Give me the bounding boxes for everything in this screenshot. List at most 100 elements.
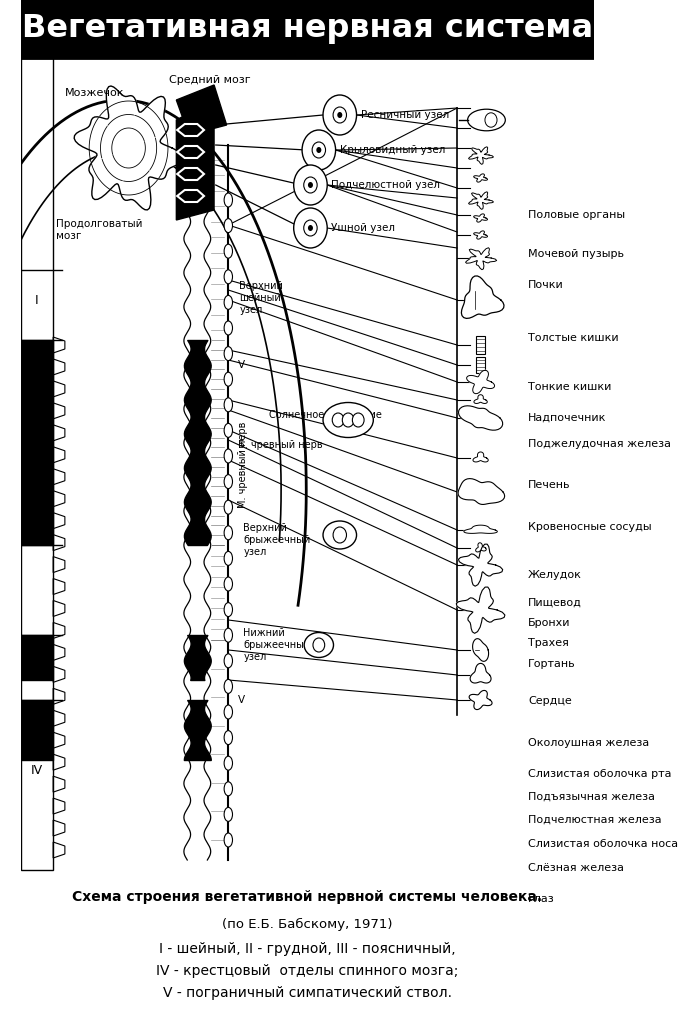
Ellipse shape	[224, 269, 232, 284]
Polygon shape	[176, 85, 227, 135]
Text: Верхний
брыжеечный
узел: Верхний брыжеечный узел	[243, 523, 311, 557]
Polygon shape	[473, 639, 488, 662]
Bar	[21, 700, 53, 760]
Bar	[21, 0, 594, 58]
Polygon shape	[466, 248, 497, 269]
Ellipse shape	[224, 653, 232, 668]
Polygon shape	[469, 191, 493, 209]
Text: II: II	[33, 504, 40, 516]
Text: Надпочечник: Надпочечник	[528, 413, 607, 423]
Circle shape	[323, 95, 357, 135]
Text: Тонкие кишки: Тонкие кишки	[528, 382, 611, 392]
Text: IV: IV	[30, 764, 42, 776]
Polygon shape	[469, 146, 493, 164]
Ellipse shape	[224, 397, 232, 412]
Circle shape	[342, 413, 354, 427]
Circle shape	[333, 527, 346, 543]
Text: Трахея: Трахея	[528, 638, 569, 648]
Polygon shape	[74, 86, 183, 210]
Ellipse shape	[304, 633, 333, 657]
Text: V - пограничный симпатический ствол.: V - пограничный симпатический ствол.	[163, 986, 451, 1000]
Polygon shape	[456, 587, 505, 633]
Text: Схема строения вегетативной нервной системы человека.: Схема строения вегетативной нервной сист…	[72, 890, 542, 904]
Text: Вегетативная нервная система: Вегетативная нервная система	[22, 13, 593, 44]
Circle shape	[294, 208, 327, 248]
Polygon shape	[176, 100, 214, 220]
Polygon shape	[458, 478, 505, 505]
Circle shape	[313, 638, 324, 652]
Text: Пищевод: Пищевод	[528, 597, 582, 607]
Polygon shape	[473, 452, 488, 462]
Text: Крыловидный узел: Крыловидный узел	[339, 145, 445, 155]
Ellipse shape	[224, 423, 232, 437]
Text: I: I	[35, 294, 38, 306]
Ellipse shape	[224, 730, 232, 744]
Ellipse shape	[224, 705, 232, 719]
Ellipse shape	[323, 521, 357, 549]
Ellipse shape	[224, 474, 232, 488]
Text: Ушной узел: Ушной узел	[331, 223, 395, 233]
Ellipse shape	[224, 295, 232, 309]
Polygon shape	[464, 525, 497, 534]
Ellipse shape	[323, 402, 374, 437]
Bar	[476, 357, 485, 373]
Polygon shape	[474, 174, 488, 182]
Text: Околоушная железа: Околоушная железа	[528, 738, 649, 749]
Circle shape	[332, 413, 344, 427]
Text: Гортань: Гортань	[528, 658, 576, 669]
Ellipse shape	[224, 551, 232, 565]
Text: Нижний
брыжеечный
узел: Нижний брыжеечный узел	[243, 629, 311, 662]
Bar	[21, 635, 53, 680]
Text: Верхний
шейный
узел: Верхний шейный узел	[239, 282, 283, 314]
Text: Слизистая оболочка носа: Слизистая оболочка носа	[528, 839, 678, 849]
Circle shape	[308, 225, 313, 231]
Text: Почки: Почки	[528, 280, 563, 290]
Text: Сердце: Сердце	[528, 696, 572, 707]
Circle shape	[337, 112, 342, 118]
Text: Ресничный узел: Ресничный узел	[361, 110, 449, 120]
Text: Солнечное сплетение: Солнечное сплетение	[268, 410, 381, 420]
Text: Подъязычная железа: Подъязычная железа	[528, 792, 655, 802]
Ellipse shape	[224, 577, 232, 591]
Text: IV - крестцовый  отделы спинного мозга;: IV - крестцовый отделы спинного мозга;	[156, 964, 458, 978]
Circle shape	[316, 147, 321, 153]
Polygon shape	[474, 230, 488, 240]
Text: Средний мозг: Средний мозг	[169, 75, 251, 85]
Ellipse shape	[224, 756, 232, 770]
Ellipse shape	[224, 449, 232, 463]
Text: Продолговатый
мозг: Продолговатый мозг	[57, 219, 143, 241]
Text: Глаз: Глаз	[528, 894, 555, 904]
Ellipse shape	[224, 628, 232, 642]
Text: Подчелюстная железа: Подчелюстная железа	[528, 814, 662, 824]
Ellipse shape	[224, 781, 232, 796]
Polygon shape	[458, 544, 503, 586]
Text: Слизистая оболочка рта: Слизистая оболочка рта	[528, 769, 671, 779]
Ellipse shape	[224, 525, 232, 540]
Text: III: III	[31, 639, 42, 651]
Ellipse shape	[224, 679, 232, 693]
Bar	[21, 340, 53, 545]
Ellipse shape	[224, 833, 232, 847]
Polygon shape	[474, 214, 488, 222]
Text: Подчелюстной узел: Подчелюстной узел	[331, 180, 441, 190]
Polygon shape	[462, 276, 504, 318]
Ellipse shape	[224, 218, 232, 232]
Bar	[476, 336, 486, 353]
Circle shape	[294, 165, 327, 205]
Text: Мозжечок: Мозжечок	[66, 88, 125, 98]
Circle shape	[302, 130, 335, 170]
Text: Печень: Печень	[528, 480, 570, 490]
Ellipse shape	[224, 346, 232, 360]
Polygon shape	[469, 690, 492, 710]
Text: V: V	[238, 695, 245, 705]
Text: Поджелудочная железа: Поджелудочная железа	[528, 439, 671, 450]
Text: Слёзная железа: Слёзная железа	[528, 863, 624, 873]
Circle shape	[352, 413, 364, 427]
Ellipse shape	[224, 500, 232, 514]
Ellipse shape	[224, 321, 232, 335]
Ellipse shape	[224, 244, 232, 258]
Text: I - шейный, II - грудной, III - поясничный,: I - шейный, II - грудной, III - поясничн…	[158, 942, 456, 956]
Polygon shape	[458, 406, 503, 430]
Text: Бронхи: Бронхи	[528, 617, 570, 628]
Polygon shape	[474, 394, 487, 403]
